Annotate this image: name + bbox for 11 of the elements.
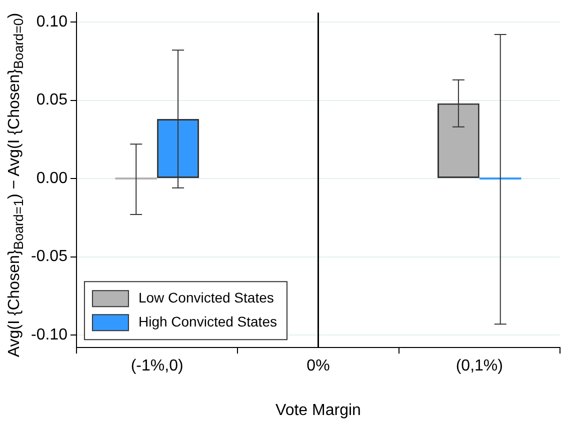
x-tick-label: (0,1%) (456, 358, 503, 375)
x-tick-label: 0% (306, 358, 330, 375)
y-tick-label: 0.00 (36, 170, 68, 187)
y-tick-label: -0.10 (31, 326, 68, 344)
y-tick-label: 0.05 (36, 92, 68, 109)
x-tick-label: (-1%,0) (130, 358, 184, 375)
y-tick-label: 0.10 (36, 13, 68, 30)
x-axis-title: Vote Margin (276, 402, 361, 419)
y-tick-label: -0.05 (31, 248, 68, 266)
legend-label: High Convicted States (138, 313, 277, 330)
legend-label: Low Convicted States (138, 289, 274, 306)
